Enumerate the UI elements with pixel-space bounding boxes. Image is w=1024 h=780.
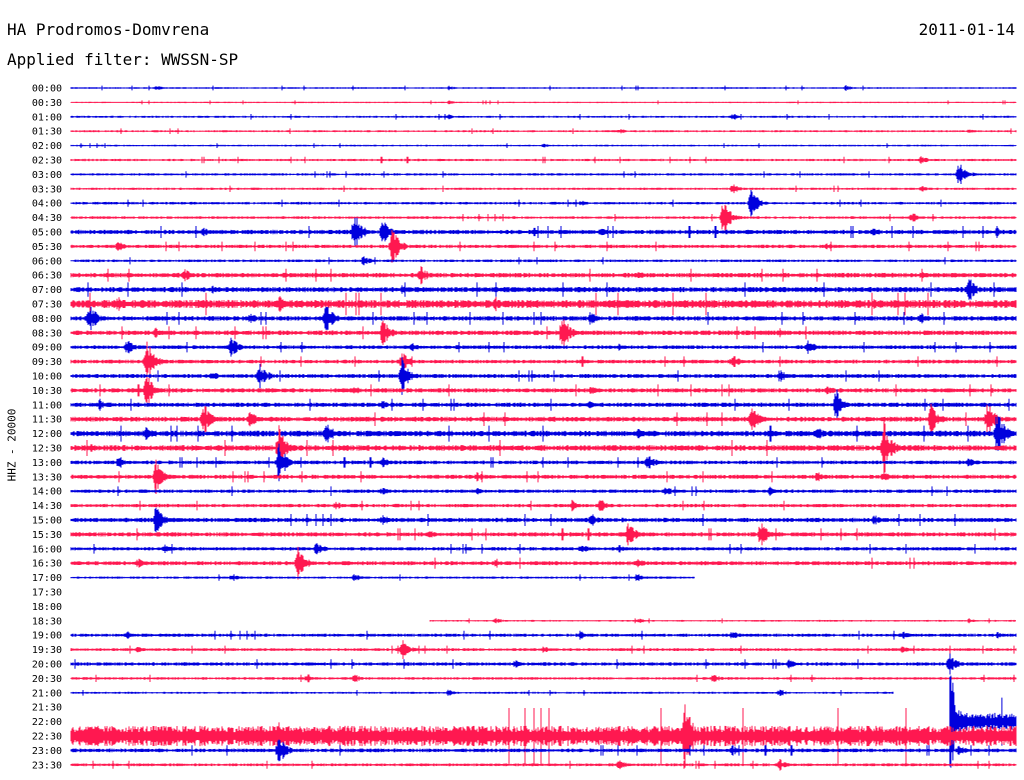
- time-tick-label: 14:30: [32, 501, 62, 512]
- time-tick-label: 16:30: [32, 559, 62, 570]
- seismic-trace-1200: [70, 416, 1017, 451]
- seismic-trace-0900: [70, 337, 1017, 357]
- seismic-trace-2000: [70, 653, 1017, 675]
- seismic-trace-1230: [70, 421, 1017, 475]
- time-tick-label: 19:30: [32, 645, 62, 656]
- time-tick-label: 06:00: [32, 256, 62, 267]
- time-tick-label: 11:30: [32, 415, 62, 426]
- seismic-trace-1000: [70, 357, 1017, 395]
- seismic-trace-1430: [70, 499, 1017, 512]
- time-tick-label: 17:30: [32, 588, 62, 599]
- seismic-trace-0300: [70, 164, 1017, 184]
- time-tick-label: 04:00: [32, 199, 62, 210]
- seismic-trace-1130: [70, 403, 1017, 435]
- seismic-trace-0630: [70, 266, 1017, 285]
- time-tick-label: 01:00: [32, 112, 62, 123]
- time-tick-label: 13:30: [32, 472, 62, 483]
- seismic-trace-0800: [70, 306, 1017, 330]
- time-tick-label: 00:30: [32, 98, 62, 109]
- time-tick-label: 10:30: [32, 386, 62, 397]
- seismic-trace-1100: [70, 389, 1017, 421]
- time-tick-label: 22:30: [32, 732, 62, 743]
- seismic-trace-0700: [70, 279, 1017, 300]
- seismic-trace-0400: [70, 190, 1017, 217]
- time-tick-label: 06:30: [32, 271, 62, 282]
- seismic-trace-0200: [70, 143, 1017, 148]
- time-tick-label: 18:30: [32, 616, 62, 627]
- seismic-trace-0930: [70, 341, 1017, 382]
- time-tick-label: 22:00: [32, 717, 62, 728]
- seismic-trace-0230: [70, 156, 1017, 164]
- time-tick-label: 13:00: [32, 458, 62, 469]
- time-tick-label: 05:30: [32, 242, 62, 253]
- seismic-trace-0500: [70, 217, 1017, 247]
- time-tick-label: 15:30: [32, 530, 62, 541]
- seismic-trace-2030: [70, 674, 1017, 683]
- time-tick-label: 02:30: [32, 156, 62, 167]
- seismic-trace-1400: [70, 486, 1017, 496]
- time-tick-label: 11:00: [32, 400, 62, 411]
- seismic-trace-1630: [70, 546, 1017, 580]
- time-tick-label: 23:30: [32, 760, 62, 771]
- time-tick-label: 16:00: [32, 544, 62, 555]
- time-tick-label: 03:30: [32, 184, 62, 195]
- seismic-trace-2200: [949, 675, 1017, 768]
- seismic-trace-1830: [429, 618, 1016, 624]
- seismic-trace-2300: [70, 739, 1017, 762]
- seismic-trace-1930: [70, 640, 1017, 659]
- seismic-trace-1900: [70, 630, 1017, 640]
- seismic-trace-1700: [70, 574, 695, 581]
- time-tick-label: 04:30: [32, 213, 62, 224]
- time-tick-label: 15:00: [32, 516, 62, 527]
- time-tick-label: 00:00: [32, 84, 62, 95]
- seismic-trace-0830: [70, 319, 1017, 347]
- time-tick-label: 23:00: [32, 746, 62, 757]
- time-tick-label: 07:00: [32, 285, 62, 296]
- time-tick-label: 03:00: [32, 170, 62, 181]
- time-tick-label: 20:00: [32, 660, 62, 671]
- time-tick-label: 10:00: [32, 372, 62, 383]
- time-tick-label: 05:00: [32, 228, 62, 239]
- time-tick-label: 14:00: [32, 487, 62, 498]
- time-tick-label: 21:30: [32, 703, 62, 714]
- time-tick-label: 21:00: [32, 688, 62, 699]
- time-tick-label: 12:30: [32, 444, 62, 455]
- time-tick-label: 07:30: [32, 300, 62, 311]
- seismic-trace-2230: [70, 704, 1017, 768]
- time-tick-label: 17:00: [32, 573, 62, 584]
- time-tick-label: 02:00: [32, 141, 62, 152]
- seismic-trace-2330: [70, 759, 1017, 771]
- time-tick-label: 20:30: [32, 674, 62, 685]
- seismic-trace-1030: [70, 376, 1017, 404]
- seismic-trace-0430: [70, 204, 1017, 231]
- time-tick-label: 01:30: [32, 127, 62, 138]
- time-tick-label: 12:00: [32, 429, 62, 440]
- seismic-trace-1500: [70, 507, 1017, 533]
- time-tick-label: 08:00: [32, 314, 62, 325]
- seismic-trace-1330: [70, 459, 1017, 494]
- seismic-trace-1600: [70, 543, 1017, 555]
- seismic-trace-1530: [70, 523, 1017, 546]
- date-label: 2011-01-14: [918, 20, 1015, 39]
- seismic-trace-0730: [70, 292, 1017, 316]
- seismic-trace-0600: [70, 256, 1017, 266]
- seismic-trace-0100: [70, 114, 1017, 120]
- seismic-trace-0130: [70, 128, 1017, 134]
- filter-label: Applied filter: WWSSN-SP: [7, 50, 239, 69]
- time-tick-label: 09:30: [32, 357, 62, 368]
- time-tick-label: 08:30: [32, 328, 62, 339]
- seismic-trace-2100: [70, 689, 894, 696]
- time-tick-label: 09:00: [32, 343, 62, 354]
- seismic-trace-0530: [70, 230, 1017, 263]
- station-title: HA Prodromos-Domvrena: [7, 20, 210, 39]
- seismic-trace-0000: [70, 85, 1017, 91]
- time-tick-label: 18:00: [32, 602, 62, 613]
- time-tick-label: 19:00: [32, 631, 62, 642]
- seismic-trace-1300: [70, 443, 1017, 482]
- seismic-trace-0330: [70, 184, 1017, 194]
- seismic-trace-0030: [70, 100, 1017, 105]
